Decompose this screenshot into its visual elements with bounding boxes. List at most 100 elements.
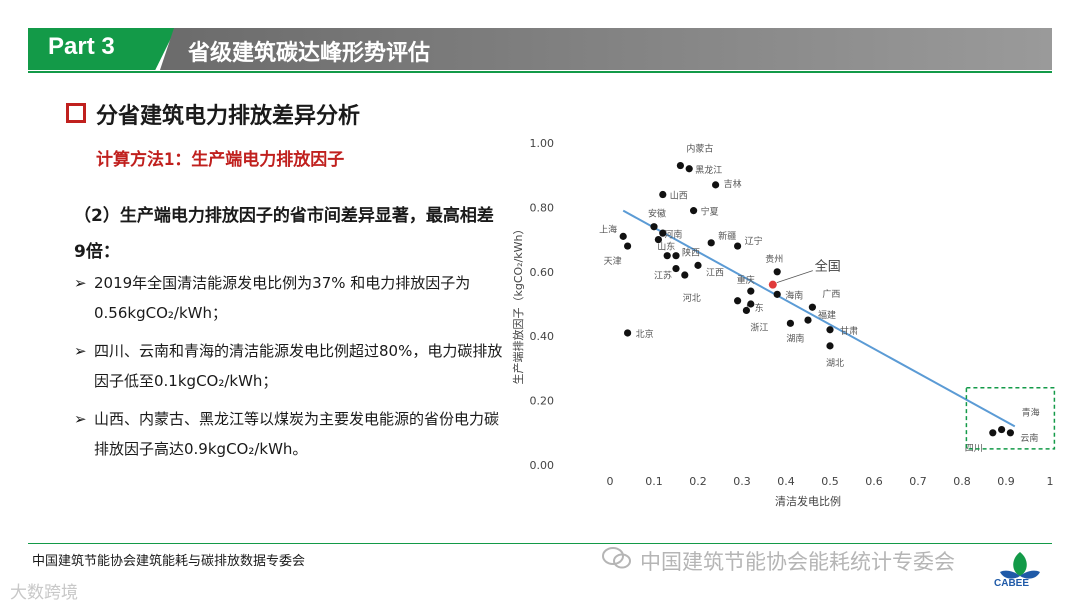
x-tick-label: 0.7 (909, 475, 927, 488)
y-tick-label: 0.20 (530, 395, 555, 408)
x-tick-label: 0.1 (645, 475, 663, 488)
y-tick-label: 1.00 (530, 137, 555, 150)
y-tick-label: 0.00 (530, 459, 555, 472)
data-point (685, 165, 693, 173)
arrow-bullet-icon: ➢ (74, 274, 87, 292)
point-label: 重庆 (737, 274, 755, 286)
watermark-text: 中国建筑节能协会能耗统计专委会 (640, 550, 955, 574)
data-point (826, 342, 834, 350)
point-label: 福建 (818, 309, 836, 321)
square-bullet-icon (66, 103, 86, 123)
point-label: 甘肃 (840, 325, 858, 337)
footer-org: 中国建筑节能协会建筑能耗与碳排放数据专委会 (32, 554, 306, 569)
point-label: 贵州 (765, 253, 783, 265)
title-band (160, 28, 1052, 70)
data-point (773, 268, 781, 276)
point-label: 辽宁 (745, 235, 763, 247)
data-point (747, 300, 755, 308)
section-title: 分省建筑电力排放差异分析 (96, 104, 361, 129)
point-label: 浙江 (750, 321, 768, 333)
point-label: 黑龙江 (695, 164, 722, 176)
point-label: 江西 (706, 267, 724, 278)
data-point (808, 303, 816, 311)
x-tick-label: 0.5 (821, 475, 839, 488)
point-label: 河南 (664, 229, 682, 241)
x-tick-label: 0.8 (953, 475, 971, 488)
part-badge (28, 28, 176, 70)
point-label: 山西 (670, 191, 688, 202)
x-tick-label: 0.3 (733, 475, 751, 488)
x-tick-label: 0 (607, 475, 614, 488)
x-tick-label: 1 (1047, 475, 1054, 488)
point-label: 四川 (965, 444, 983, 454)
data-point (650, 223, 658, 231)
data-point (734, 297, 742, 305)
y-axis-label: 生产端排放因子（kgCO₂/kWh） (511, 223, 525, 384)
header-divider (28, 71, 1052, 73)
trendline-group (622, 209, 1016, 428)
bullet-text: 山西、内蒙古、黑龙江等以煤炭为主要发电能源的省份电力碳排放因子高达0.9kgCO… (94, 410, 500, 458)
highlight-group: 全国 (768, 259, 841, 289)
cluster-box-group (965, 386, 1056, 450)
y-tick-label: 0.80 (530, 201, 555, 214)
subheading: （2）生产端电力排放因子的省市间差异显著，最高相差9倍： (74, 206, 494, 262)
data-point (681, 271, 689, 279)
data-point (672, 252, 680, 260)
data-point (690, 207, 698, 215)
data-point (672, 264, 680, 273)
point-label: 江苏 (654, 270, 672, 282)
point-label: 吉林 (724, 178, 742, 190)
point-label: 广西 (822, 288, 840, 300)
point-label: 宁夏 (701, 206, 719, 218)
data-point (707, 239, 715, 247)
national-point (768, 280, 777, 289)
data-point (676, 161, 684, 170)
x-axis-label: 清洁发电比例 (775, 494, 841, 508)
wechat-icon (602, 547, 631, 569)
data-point (742, 306, 750, 315)
data-point (659, 229, 667, 237)
footer-divider (28, 543, 1052, 544)
y-tick-label: 0.60 (530, 266, 555, 279)
bullet-item: ➢ 四川、云南和青海的清洁能源发电比例超过80%，电力碳排放因子低至0.1kgC… (74, 336, 504, 396)
point-label: 安徽 (648, 208, 666, 220)
method-label: 计算方法1：生产端电力排放因子 (96, 150, 345, 170)
data-point (694, 261, 702, 269)
scatter-chart: 0 0.1 0.2 0.3 0.4 0.5 0.6 0.7 0.8 0.9 1 0.00 0.20 0.4… (511, 137, 1056, 508)
data-point (989, 429, 997, 437)
point-label: 湖北 (826, 358, 844, 369)
bullet-item: ➢ 山西、内蒙古、黑龙江等以煤炭为主要发电能源的省份电力碳排放因子高达0.9kg… (74, 404, 504, 464)
bullet-text: 四川、云南和青海的清洁能源发电比例超过80%，电力碳排放因子低至0.1kgCO₂… (94, 342, 503, 390)
data-point (663, 252, 671, 260)
arrow-bullet-icon: ➢ (74, 410, 87, 428)
point-label: 湖南 (786, 332, 804, 344)
part-label: Part 3 (48, 33, 115, 60)
data-point (826, 326, 834, 334)
point-label: 上海 (599, 223, 617, 235)
national-label: 全国 (815, 259, 841, 275)
point-label: 新疆 (718, 230, 736, 242)
trendline (622, 209, 1016, 428)
point-label: 天津 (604, 256, 622, 267)
x-tick-label: 0.9 (997, 475, 1015, 488)
point-label: 山东 (657, 241, 675, 253)
data-point (804, 316, 812, 324)
point-label: 河北 (683, 292, 701, 304)
x-tick-label: 0.2 (689, 475, 707, 488)
corner-watermark: 大数跨境 (10, 583, 78, 603)
bullet-text: 2019年全国清洁能源发电比例为37% 和电力排放因子为0.56kgCO₂/kW… (94, 274, 471, 322)
point-label: 北京 (636, 328, 654, 340)
data-point (786, 319, 794, 327)
point-label: 陕西 (682, 247, 700, 259)
y-tick-label: 0.40 (530, 330, 555, 343)
data-point (734, 242, 742, 250)
x-tick-label: 0.4 (777, 475, 795, 488)
bullet-item: ➢ 2019年全国清洁能源发电比例为37% 和电力排放因子为0.56kgCO₂/… (74, 268, 504, 328)
x-tick-label: 0.6 (865, 475, 883, 488)
point-label: 内蒙古 (686, 143, 713, 155)
data-point (1006, 429, 1014, 437)
logo-label: CABEE (994, 578, 1030, 589)
arrow-bullet-icon: ➢ (74, 342, 87, 360)
point-label: 云南 (1020, 432, 1038, 444)
